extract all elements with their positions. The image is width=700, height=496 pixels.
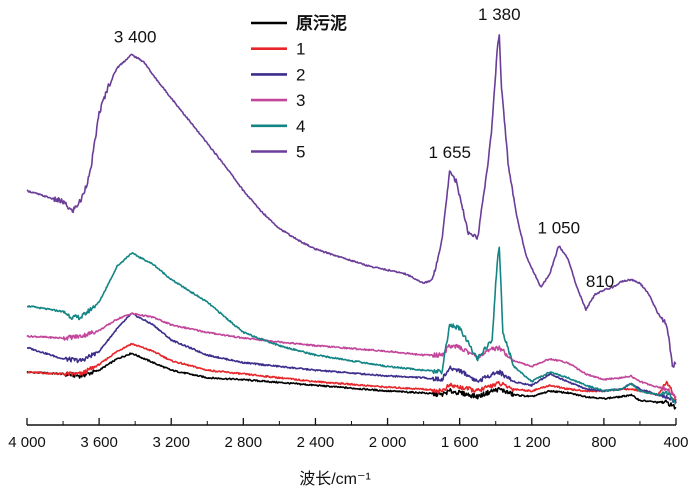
legend-label: 3 bbox=[296, 91, 305, 110]
series-line-5 bbox=[26, 34, 677, 368]
x-tick-label: 2 800 bbox=[225, 434, 263, 451]
legend-label: 原污泥 bbox=[296, 13, 347, 33]
x-tick-label: 4 000 bbox=[8, 434, 46, 451]
series-line-1 bbox=[26, 342, 677, 402]
x-tick-label: 400 bbox=[663, 434, 688, 451]
x-tick-label: 1 600 bbox=[441, 434, 479, 451]
series-line-3 bbox=[26, 312, 677, 399]
peak-label: 810 bbox=[586, 272, 614, 291]
x-tick-label: 3 200 bbox=[152, 434, 190, 451]
series-line-raw-sludge bbox=[26, 352, 677, 410]
x-axis-label: 波长/cm⁻¹ bbox=[299, 470, 371, 488]
peak-label: 3 400 bbox=[114, 28, 157, 47]
x-axis: 4 000 3 600 3 200 2 800 2 400 2 000 1 600 1 200… bbox=[8, 418, 689, 451]
legend-label: 5 bbox=[296, 143, 305, 162]
x-tick-label: 800 bbox=[591, 434, 616, 451]
legend-label: 4 bbox=[296, 117, 305, 136]
legend-label: 2 bbox=[296, 65, 305, 84]
x-tick-label: 2 000 bbox=[369, 434, 407, 451]
peak-label: 1 655 bbox=[428, 143, 471, 162]
series-layer bbox=[26, 34, 677, 410]
series-line-4 bbox=[26, 246, 677, 405]
legend-label: 1 bbox=[296, 40, 305, 59]
x-tick-label: 2 400 bbox=[297, 434, 335, 451]
peak-annotations: 3 400 1 655 1 380 1 050 810 bbox=[114, 5, 614, 291]
legend: 原污泥 1 2 3 4 5 bbox=[251, 13, 347, 162]
x-tick-label: 3 600 bbox=[80, 434, 118, 451]
x-tick-label: 1 200 bbox=[513, 434, 551, 451]
peak-label: 1 380 bbox=[478, 5, 521, 24]
peak-label: 1 050 bbox=[538, 218, 581, 237]
